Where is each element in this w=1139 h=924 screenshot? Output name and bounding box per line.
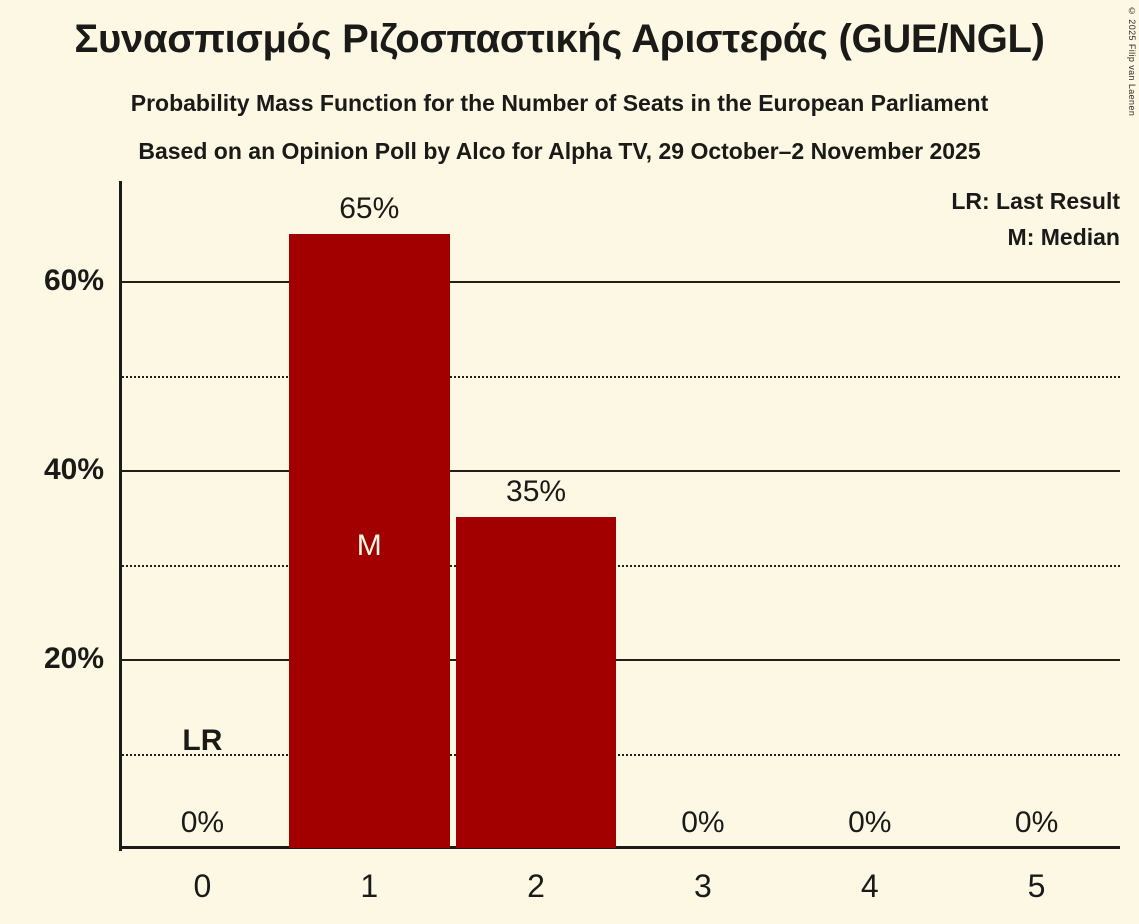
x-axis-tick-label: 2: [527, 868, 545, 904]
bar-value-label: 0%: [848, 806, 892, 839]
y-axis-tick-label: 20%: [43, 642, 104, 676]
bar: [288, 233, 450, 848]
gridline-major: [119, 470, 1120, 473]
last-result-marker: LR: [182, 724, 223, 758]
y-axis-tick-label: 60%: [43, 264, 104, 298]
gridline-major: [119, 281, 1120, 284]
chart-subtitle: Probability Mass Function for the Number…: [130, 90, 989, 116]
x-axis-tick-label: 4: [860, 868, 879, 904]
bar-value-label: 35%: [506, 475, 567, 509]
gridline-minor: [119, 564, 1120, 567]
x-axis-tick-label: 1: [360, 868, 379, 904]
bar-value-label: 0%: [180, 806, 225, 839]
x-axis-tick-label: 3: [694, 868, 712, 904]
gridline-minor: [119, 753, 1120, 756]
gridline-minor: [119, 375, 1120, 378]
bar-value-label: 0%: [681, 806, 725, 839]
gridline-major: [119, 659, 1120, 662]
plot-area: [119, 181, 1120, 848]
x-axis-line: [119, 846, 1120, 849]
median-marker: M: [356, 529, 382, 563]
copyright-notice: © 2025 Filip van Laenen: [1127, 6, 1137, 117]
legend-item-median: M: Median: [1007, 224, 1120, 250]
chart-legend: LR: Last Result M: Median: [951, 183, 1120, 255]
bar-value-label: 65%: [339, 191, 400, 225]
bar: [455, 517, 617, 848]
y-axis-line: [119, 181, 122, 851]
x-axis-tick-label: 5: [1027, 868, 1046, 904]
bar-value-label: 0%: [1014, 806, 1059, 839]
chart-source-subtitle: Based on an Opinion Poll by Alco for Alp…: [138, 138, 981, 164]
legend-item-last-result: LR: Last Result: [951, 188, 1120, 214]
y-axis-tick-label: 40%: [43, 453, 104, 487]
chart-title: Συνασπισμός Ριζοσπαστικής Αριστεράς (GUE…: [74, 17, 1045, 61]
x-axis-tick-label: 0: [193, 868, 212, 904]
